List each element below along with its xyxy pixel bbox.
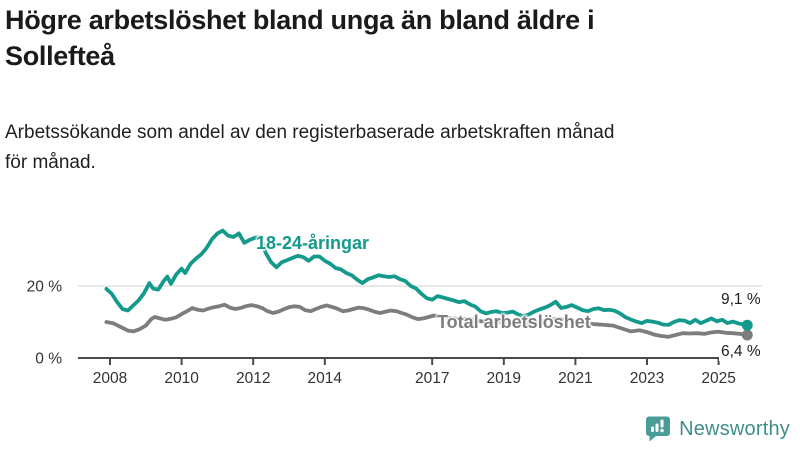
x-tick-label-2019: 2019 (487, 370, 521, 387)
newsworthy-logo-text: Newsworthy (679, 417, 790, 440)
end-value-total: 6,4 % (719, 343, 763, 361)
series-label-total: Total arbetslöshet (437, 312, 591, 332)
newsworthy-logo-icon (646, 416, 671, 442)
logo-exclamation-dot (660, 428, 664, 433)
newsworthy-logo[interactable]: Newsworthy (645, 415, 790, 443)
series-end-dot-youth (741, 319, 753, 331)
y-tick-label-20: 20 % (27, 279, 63, 296)
page-subtitle-line-2: för månad. (5, 152, 96, 173)
series-end-dot-total (741, 329, 753, 341)
page-subtitle: Arbetssökande som andel av den registerb… (5, 118, 793, 178)
page-title: Högre arbetslöshet bland unga än bland ä… (5, 2, 793, 74)
page-subtitle-line-1: Arbetssökande som andel av den registerb… (5, 122, 615, 143)
x-tick-label-2012: 2012 (236, 370, 270, 387)
x-tick-label-2010: 2010 (164, 370, 199, 387)
logo-bar-tall (655, 423, 659, 432)
x-tick-label-2017: 2017 (415, 370, 449, 387)
x-tick-label-2008: 2008 (93, 370, 127, 387)
logo-bar-small (651, 426, 655, 432)
x-tick-label-2023: 2023 (630, 370, 664, 387)
x-tick-label-2014: 2014 (308, 370, 343, 387)
series-label-youth: 18-24-åringar (256, 233, 370, 253)
y-tick-label-0: 0 % (35, 351, 62, 368)
series-line-youth (104, 228, 750, 328)
logo-exclamation-bar (660, 419, 664, 428)
page-title-line-1: Högre arbetslöshet bland unga än bland ä… (5, 5, 595, 35)
x-tick-label-2021: 2021 (558, 370, 592, 387)
page-title-line-2: Sollefteå (5, 41, 115, 71)
x-tick-label-2025: 2025 (701, 370, 735, 387)
end-value-youth: 9,1 % (719, 291, 763, 309)
series-line-total (104, 302, 750, 339)
